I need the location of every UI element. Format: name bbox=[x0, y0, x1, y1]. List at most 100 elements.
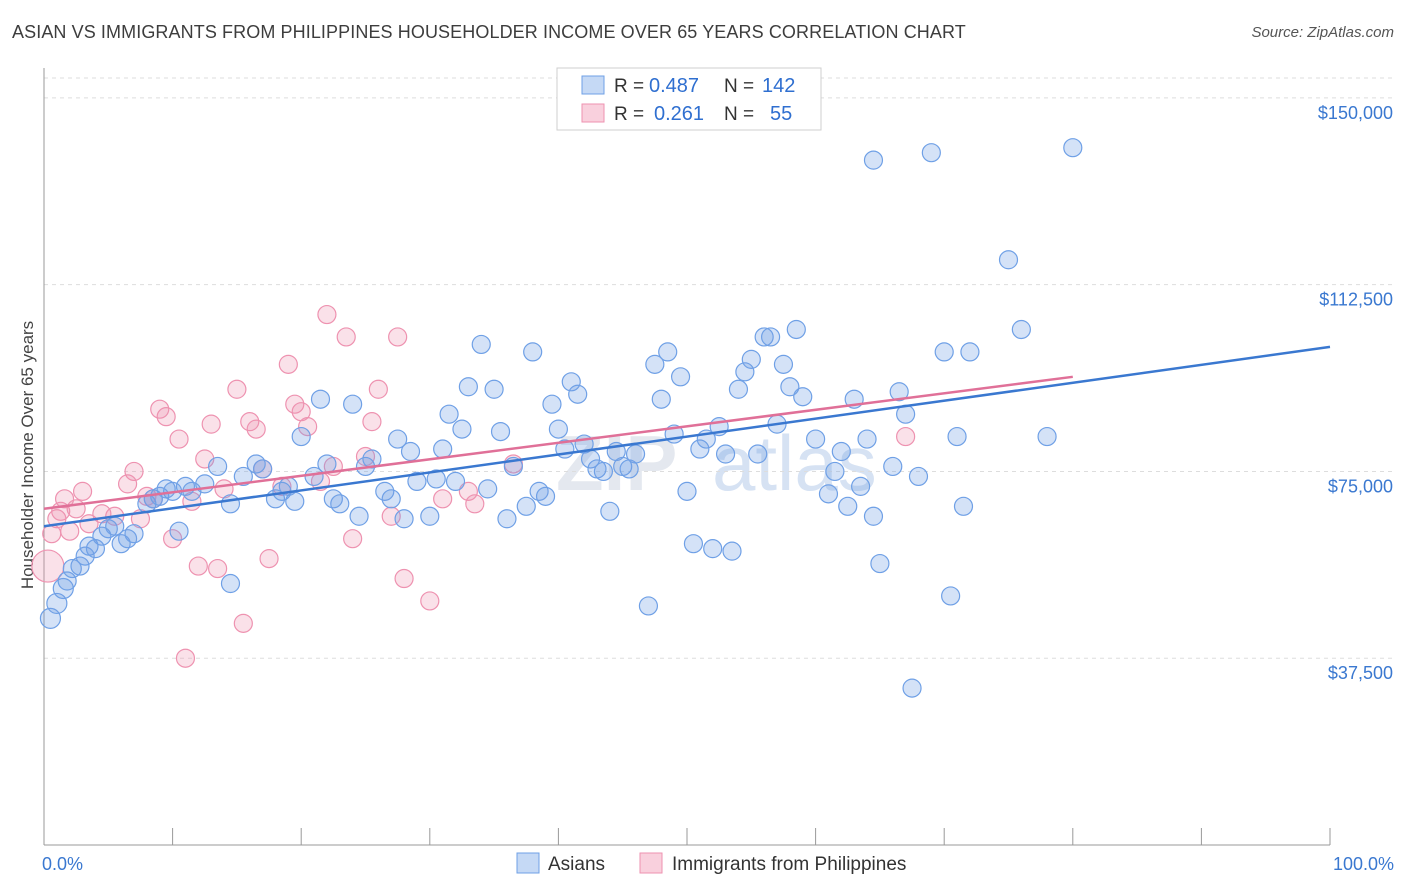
point-philippines bbox=[298, 417, 318, 437]
point-asians bbox=[388, 429, 408, 449]
point-asians bbox=[246, 454, 266, 474]
point-asians bbox=[291, 426, 311, 447]
x-tick-label-min: 0.0% bbox=[42, 854, 83, 874]
series-asians-points bbox=[39, 138, 1083, 698]
point-asians bbox=[253, 459, 273, 479]
point-asians bbox=[677, 481, 697, 501]
point-asians bbox=[568, 384, 588, 404]
point-asians bbox=[998, 250, 1019, 270]
point-asians bbox=[542, 394, 562, 414]
point-philippines bbox=[362, 412, 382, 432]
point-asians bbox=[870, 553, 890, 574]
point-asians bbox=[458, 377, 478, 397]
point-philippines bbox=[227, 379, 247, 399]
point-asians bbox=[863, 506, 884, 526]
point-asians bbox=[625, 444, 646, 464]
point-philippines bbox=[433, 489, 453, 509]
point-philippines bbox=[465, 494, 485, 514]
y-tick-label: $112,500 bbox=[1319, 290, 1393, 310]
point-asians bbox=[889, 382, 909, 402]
point-philippines bbox=[343, 529, 363, 549]
point-asians bbox=[1011, 319, 1031, 340]
point-asians bbox=[439, 404, 459, 424]
point-asians bbox=[445, 471, 466, 492]
point-asians bbox=[773, 354, 794, 374]
legend-n-label-philippines: N = bbox=[724, 104, 754, 125]
point-philippines bbox=[150, 399, 170, 419]
legend-n-value-philippines: 55 bbox=[770, 103, 792, 125]
point-philippines bbox=[246, 419, 266, 439]
y-tick-labels: $37,500 $75,000 $112,500 $150,000 bbox=[1318, 103, 1393, 683]
point-asians bbox=[805, 429, 826, 449]
point-asians bbox=[57, 571, 77, 591]
point-asians bbox=[883, 456, 903, 477]
x-tick-label-max: 100.0% bbox=[1333, 854, 1394, 874]
point-asians bbox=[400, 441, 421, 462]
point-asians bbox=[75, 546, 95, 566]
point-asians bbox=[484, 379, 504, 399]
point-philippines bbox=[896, 426, 916, 447]
bottom-legend: Asians Immigrants from Philippines bbox=[516, 852, 906, 875]
point-asians bbox=[362, 449, 382, 469]
point-philippines bbox=[336, 327, 356, 347]
x-axis-ticks bbox=[43, 828, 1331, 845]
bottom-legend-label-asians: Asians bbox=[548, 854, 605, 875]
point-asians bbox=[535, 486, 556, 506]
legend-r-value-philippines: 0.261 bbox=[654, 103, 704, 125]
legend-swatch-asians bbox=[581, 75, 605, 95]
point-asians bbox=[478, 479, 498, 499]
bottom-legend-swatch-asians bbox=[516, 852, 540, 874]
point-asians bbox=[851, 476, 871, 496]
point-asians bbox=[780, 377, 800, 397]
point-philippines bbox=[188, 556, 208, 576]
point-asians bbox=[471, 334, 491, 355]
point-philippines bbox=[240, 412, 260, 432]
point-asians bbox=[375, 481, 395, 501]
point-asians bbox=[1063, 138, 1083, 158]
point-philippines bbox=[208, 558, 228, 579]
point-philippines bbox=[169, 429, 189, 449]
point-asians bbox=[85, 539, 106, 559]
point-asians bbox=[658, 342, 678, 362]
y-axis-title: Householder Income Over 65 years bbox=[18, 321, 37, 589]
point-asians bbox=[593, 461, 614, 482]
point-asians bbox=[786, 319, 806, 340]
point-asians bbox=[220, 494, 241, 514]
point-philippines bbox=[388, 327, 408, 347]
point-asians bbox=[426, 469, 446, 489]
point-asians bbox=[529, 481, 549, 501]
legend-r-label-philippines: R = bbox=[614, 104, 644, 125]
point-asians bbox=[838, 496, 858, 516]
point-asians bbox=[394, 509, 414, 529]
legend-n-label-asians: N = bbox=[724, 76, 754, 97]
point-asians bbox=[651, 389, 671, 409]
chart-title: ASIAN VS IMMIGRANTS FROM PHILIPPINES HOU… bbox=[12, 22, 966, 42]
point-asians bbox=[941, 586, 961, 606]
point-asians bbox=[902, 678, 922, 698]
point-asians bbox=[748, 444, 768, 464]
point-philippines bbox=[175, 648, 196, 668]
point-philippines bbox=[66, 499, 86, 519]
y-tick-label: $75,000 bbox=[1328, 476, 1393, 496]
point-asians bbox=[343, 394, 363, 414]
source-label: Source: ZipAtlas.com bbox=[1251, 24, 1394, 41]
point-asians bbox=[407, 471, 427, 492]
point-asians bbox=[548, 419, 569, 439]
point-asians bbox=[323, 489, 343, 509]
point-asians bbox=[310, 389, 331, 409]
point-philippines bbox=[420, 591, 440, 611]
point-asians bbox=[728, 379, 749, 399]
point-asians bbox=[947, 426, 967, 447]
point-philippines bbox=[163, 529, 183, 549]
point-asians bbox=[863, 150, 884, 170]
point-philippines bbox=[285, 394, 305, 414]
point-philippines bbox=[72, 481, 93, 501]
point-asians bbox=[220, 573, 241, 594]
point-asians bbox=[516, 496, 536, 516]
point-asians bbox=[169, 521, 189, 541]
y-tick-label: $150,000 bbox=[1318, 103, 1393, 123]
point-asians bbox=[683, 534, 704, 554]
gridlines bbox=[44, 77, 1394, 659]
point-philippines bbox=[60, 521, 80, 541]
point-asians bbox=[124, 524, 144, 544]
